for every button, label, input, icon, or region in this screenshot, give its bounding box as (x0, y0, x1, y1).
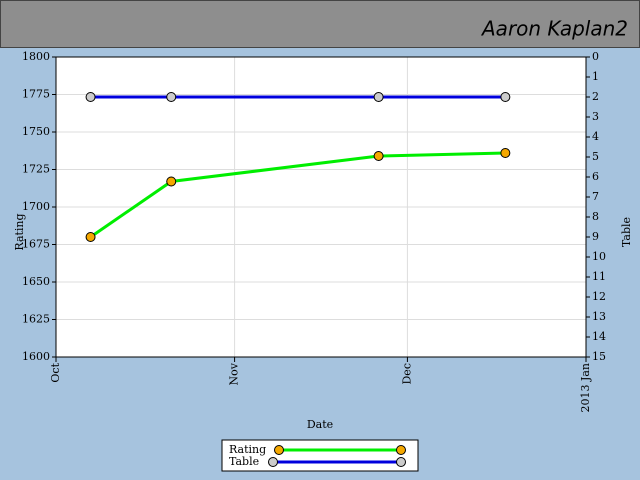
point (373, 151, 384, 161)
y2-tick-label: 7 (592, 190, 599, 203)
y2-tick-label: 10 (592, 250, 606, 263)
y-tick-label: 1650 (22, 275, 50, 288)
legend-marker (396, 445, 406, 455)
point (85, 232, 96, 242)
point (166, 176, 177, 187)
point (373, 92, 384, 102)
y2-tick-label: 5 (592, 150, 599, 163)
legend-marker (396, 457, 406, 467)
x-axis-label: Date (307, 418, 333, 431)
y2-tick-label: 6 (592, 170, 599, 183)
x-tick-label: Nov (228, 362, 241, 385)
y2-tick-label: 9 (592, 230, 599, 243)
point (166, 92, 177, 102)
y2-tick-label: 13 (592, 310, 606, 323)
y2-tick-label: 3 (592, 110, 599, 123)
legend (221, 439, 419, 472)
x-tick-label: Dec (400, 363, 413, 385)
y-tick-label: 1600 (22, 350, 50, 363)
y-tick-label: 1775 (22, 88, 50, 101)
y2-tick-label: 2 (592, 90, 599, 103)
header-bar (0, 0, 640, 48)
y-tick-label: 1675 (22, 238, 50, 251)
point (500, 92, 511, 102)
series-line (89, 151, 506, 239)
y2-tick-label: 1 (592, 70, 599, 83)
point (500, 148, 511, 158)
y2-tick-label: 12 (592, 290, 606, 303)
y2-axis-label: Table (620, 217, 633, 247)
x-tick-label: 2013 Jan (579, 363, 592, 413)
y-tick-label: 1800 (22, 50, 50, 63)
y2-tick-label: 0 (592, 50, 599, 63)
legend-label: Table (229, 455, 259, 468)
y-tick-label: 1700 (22, 200, 50, 213)
y-tick-label: 1625 (22, 313, 50, 326)
y-tick-label: 1725 (22, 163, 50, 176)
legend-label: Rating (229, 443, 266, 456)
plot-border (55, 56, 587, 358)
y-tick-label: 1750 (22, 125, 50, 138)
x-tick-label: Oct (49, 362, 62, 382)
legend-marker (274, 445, 284, 455)
y2-tick-label: 8 (592, 210, 599, 223)
y2-tick-label: 11 (592, 270, 606, 283)
y-axis-label: Rating (13, 213, 26, 250)
legend-marker (268, 457, 278, 467)
point (85, 92, 96, 102)
y2-tick-label: 4 (592, 130, 599, 143)
y2-tick-label: 14 (592, 330, 606, 343)
player-name: Aaron Kaplan2 (480, 17, 628, 41)
y2-tick-label: 15 (592, 350, 606, 363)
